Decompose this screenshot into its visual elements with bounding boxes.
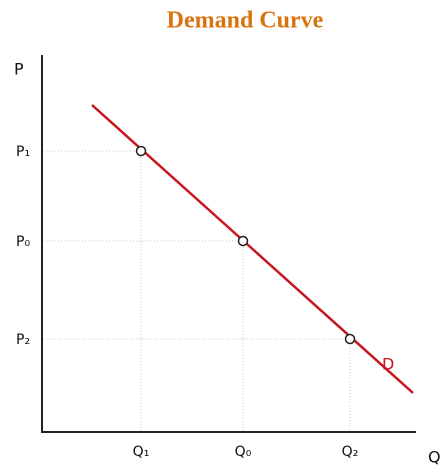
price-label: P₁ bbox=[16, 144, 30, 160]
price-label: P₂ bbox=[16, 332, 30, 348]
curve-label: D bbox=[382, 355, 394, 374]
quantity-label: Q₁ bbox=[133, 444, 150, 460]
price-label: P₀ bbox=[16, 234, 30, 250]
x-axis-label: Q bbox=[428, 448, 441, 467]
y-axis-label: P bbox=[14, 60, 24, 79]
quantity-label: Q₂ bbox=[342, 444, 359, 460]
point bbox=[237, 235, 249, 247]
title: Demand Curve bbox=[167, 8, 324, 34]
point bbox=[135, 145, 147, 157]
point bbox=[344, 333, 356, 345]
quantity-label: Q₀ bbox=[235, 444, 252, 460]
